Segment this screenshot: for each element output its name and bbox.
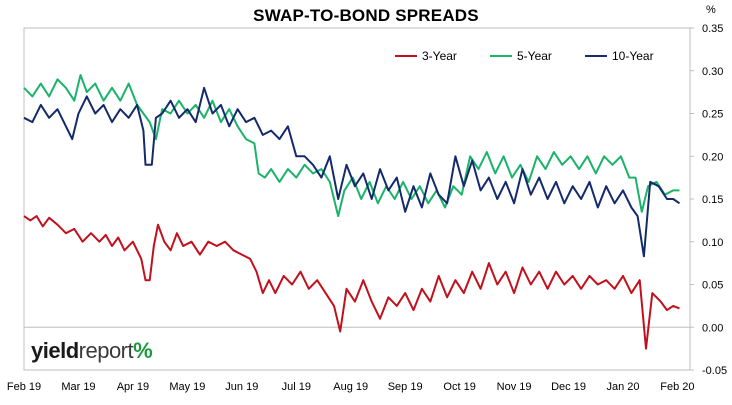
y-tick-label: 0.05 [702, 280, 723, 292]
logo-percent-icon: % [133, 338, 153, 363]
x-tick-label: Jul 19 [282, 381, 311, 393]
series-line-10-year [23, 86, 681, 258]
legend-label-3-year: 3-Year [422, 49, 457, 63]
y-tick-label: 0.30 [702, 66, 723, 78]
y-tick-label: -0.05 [702, 365, 727, 377]
logo-yield-text: yield [31, 338, 79, 363]
x-tick-label: Feb 19 [7, 381, 41, 393]
x-tick-label: Sep 19 [388, 381, 423, 393]
x-tick-label: Aug 19 [333, 381, 368, 393]
x-tick-label: Jan 20 [606, 381, 639, 393]
legend-label-10-year: 10-Year [612, 49, 654, 63]
series-line-5-year [23, 74, 680, 218]
logo-report-text: report [78, 338, 134, 363]
plot-area-frame [23, 27, 691, 371]
yieldreport-logo: yieldreport% [31, 338, 153, 364]
y-tick-label: 0.10 [702, 237, 723, 249]
x-tick-label: Apr 19 [117, 381, 149, 393]
y-tick-label: 0.35 [702, 23, 723, 35]
x-tick-label: Dec 19 [551, 381, 586, 393]
y-tick-label: 0.15 [702, 194, 723, 206]
chart-title: SWAP-TO-BOND SPREADS [253, 6, 479, 25]
x-tick-label: May 19 [169, 381, 205, 393]
y-axis-unit: % [706, 4, 716, 16]
y-tick-label: 0.25 [702, 109, 723, 121]
x-tick-label: Jun 19 [225, 381, 258, 393]
y-tick-label: 0.20 [702, 151, 723, 163]
x-tick-label: Oct 19 [443, 381, 475, 393]
series-line-3-year [23, 215, 680, 350]
x-tick-label: Nov 19 [497, 381, 532, 393]
y-tick-label: 0.00 [702, 322, 723, 334]
legend-label-5-year: 5-Year [517, 49, 552, 63]
x-tick-label: Mar 19 [61, 381, 95, 393]
x-tick-label: Feb 20 [660, 381, 694, 393]
